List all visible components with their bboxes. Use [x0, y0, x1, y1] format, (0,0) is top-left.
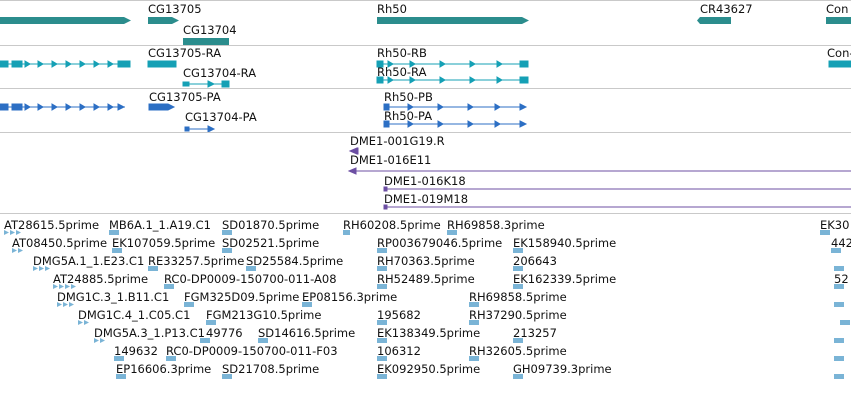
est-label[interactable]: EK158940.5prime — [513, 236, 617, 250]
protein-label-cg13704-pa[interactable]: CG13704-PA — [185, 110, 257, 124]
est-label[interactable]: 49776 — [206, 326, 243, 340]
gene-feature-cg13704 — [183, 38, 229, 45]
transcript-label-con[interactable]: Con- — [827, 46, 851, 60]
transcript-glyphs — [0, 60, 851, 88]
est-label[interactable]: 106312 — [377, 344, 421, 358]
transcript-feature-cg13705-ra — [147, 60, 177, 68]
protein-glyphs — [0, 103, 528, 132]
est-label[interactable]: 52 — [834, 272, 849, 286]
est-label[interactable]: RE33257.5prime — [148, 254, 245, 268]
transcript-label-cg13704-ra[interactable]: CG13704-RA — [183, 66, 257, 80]
est-label[interactable]: AT08450.5prime — [12, 236, 108, 250]
est-label[interactable]: AT24885.5prime — [53, 272, 149, 286]
clone-label-dme1-016k18[interactable]: DME1-016K18 — [384, 174, 466, 188]
est-label[interactable]: FGM213G10.5prime — [206, 308, 322, 322]
est-label[interactable]: GH09739.3prime — [513, 362, 612, 376]
gene-feature-con — [826, 17, 851, 24]
est-label[interactable]: RH52489.5prime — [377, 272, 475, 286]
protein-track: CG13705-PA CG13704-PA Rh50-PB Rh50-PA — [0, 89, 851, 133]
gene-feature-left — [0, 17, 131, 24]
gene-feature-rh50 — [377, 17, 529, 24]
est-label[interactable]: 206643 — [513, 254, 557, 268]
est-label[interactable]: EK30 — [820, 218, 850, 232]
est-label[interactable]: AT28615.5prime — [4, 218, 100, 232]
est-label[interactable]: SD02521.5prime — [222, 236, 320, 250]
est-label[interactable]: SD01870.5prime — [222, 218, 320, 232]
transcript-label-cg13705-ra[interactable]: CG13705-RA — [148, 46, 222, 60]
clone-label-dme1-019m18[interactable]: DME1-019M18 — [384, 192, 469, 206]
est-label[interactable]: DMG5A.3_1.P13.C1 — [94, 326, 205, 340]
gene-glyphs — [0, 17, 851, 45]
est-label[interactable]: RC0-DP0009-150700-011-F03 — [166, 344, 338, 358]
est-label[interactable]: EK162339.5prime — [513, 272, 617, 286]
est-label[interactable]: 213257 — [513, 326, 557, 340]
gene-label-cr43627[interactable]: CR43627 — [700, 2, 753, 16]
est-label[interactable]: FGM325D09.5prime — [184, 290, 300, 304]
est-label[interactable]: RP003679046.5prime — [377, 236, 503, 250]
est-label[interactable]: 442 — [831, 236, 851, 250]
est-label[interactable]: RH60208.5prime — [343, 218, 441, 232]
est-label[interactable]: 195682 — [377, 308, 421, 322]
est-label[interactable]: RH69858.3prime — [447, 218, 545, 232]
clone-glyphs — [347, 147, 851, 210]
transcript-label-rh50-rb[interactable]: Rh50-RB — [377, 46, 427, 60]
gene-label-cg13704[interactable]: CG13704 — [183, 23, 237, 37]
gene-feature-cg13705 — [148, 17, 179, 24]
clone-label-dme1-001g19[interactable]: DME1-001G19.R — [350, 134, 445, 148]
est-label[interactable]: SD21708.5prime — [222, 362, 320, 376]
est-track: AT28615.5prime MB6A.1_1.A19.C1 SD01870.5… — [0, 214, 851, 401]
est-glyphs — [4, 230, 850, 379]
est-label[interactable]: EK107059.5prime — [112, 236, 216, 250]
clone-label-dme1-016e11[interactable]: DME1-016E11 — [350, 153, 432, 167]
est-label[interactable]: RH70363.5prime — [377, 254, 475, 268]
protein-label-rh50-pb[interactable]: Rh50-PB — [384, 90, 433, 104]
est-label[interactable]: EP16606.3prime — [116, 362, 212, 376]
gene-label-rh50[interactable]: Rh50 — [377, 2, 407, 16]
protein-label-rh50-pa[interactable]: Rh50-PA — [384, 109, 433, 123]
transcript-label-rh50-ra[interactable]: Rh50-RA — [377, 65, 427, 79]
gene-track: CG13705 CG13704 Rh50 CR43627 Con — [0, 0, 851, 46]
protein-label-cg13705-pa[interactable]: CG13705-PA — [149, 90, 221, 104]
transcript-track: CG13705-RA CG13704-RA Rh50-RB Rh50-RA Co… — [0, 45, 851, 89]
protein-feature-cg13705-pa — [148, 103, 176, 111]
est-label[interactable]: RH32605.5prime — [469, 344, 567, 358]
est-label[interactable]: DMG5A.1_1.E23.C1 — [33, 254, 145, 268]
est-label[interactable]: SD14616.5prime — [258, 326, 356, 340]
gene-feature-cr43627 — [697, 17, 731, 24]
est-label[interactable]: DMG1C.4_1.C05.C1 — [78, 308, 191, 322]
est-label[interactable]: SD25584.5prime — [246, 254, 344, 268]
clone-track: DME1-001G19.R DME1-016E11 DME1-016K18 DM… — [0, 133, 851, 214]
est-label[interactable]: EK138349.5prime — [377, 326, 481, 340]
est-label[interactable]: MB6A.1_1.A19.C1 — [109, 218, 211, 232]
gene-label-cg13705[interactable]: CG13705 — [148, 2, 202, 16]
est-label[interactable]: RC0-DP0009-150700-011-A08 — [164, 272, 337, 286]
est-label[interactable]: EK092950.5prime — [377, 362, 481, 376]
est-label[interactable]: DMG1C.3_1.B11.C1 — [57, 290, 170, 304]
est-label[interactable]: RH37290.5prime — [469, 308, 567, 322]
est-label[interactable]: RH69858.5prime — [469, 290, 567, 304]
est-label[interactable]: 149632 — [114, 344, 158, 358]
est-label[interactable]: EP08156.3prime — [302, 290, 398, 304]
gene-label-con[interactable]: Con — [826, 2, 849, 16]
